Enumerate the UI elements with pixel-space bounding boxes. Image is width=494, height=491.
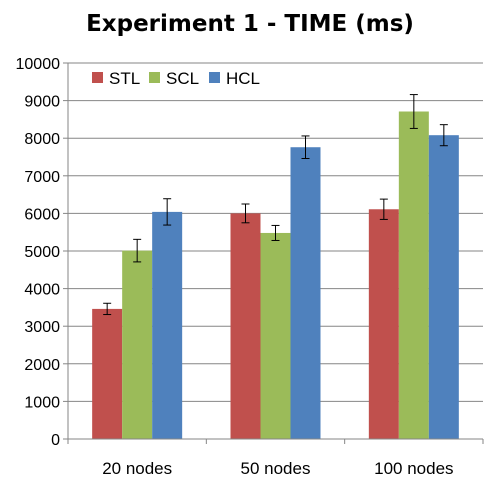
bar-scl-2 <box>260 232 291 439</box>
chart-title: Experiment 1 - TIME (ms) <box>86 11 414 37</box>
legend-label-stl: STL <box>109 69 140 88</box>
y-tick-label: 10000 <box>16 56 61 73</box>
bar-stl-2 <box>230 213 261 439</box>
y-tick-label: 5000 <box>24 244 60 261</box>
y-tick-label: 0 <box>51 432 60 449</box>
bar-scl-3 <box>398 111 429 439</box>
y-tick-label: 3000 <box>24 319 60 336</box>
legend-swatch-scl <box>149 72 160 83</box>
legend-swatch-stl <box>92 72 103 83</box>
y-tick-label: 9000 <box>24 94 60 111</box>
bar-stl-3 <box>368 209 399 439</box>
bar-hcl-1 <box>152 211 183 439</box>
x-category-label: 100 nodes <box>374 459 453 478</box>
y-tick-label: 1000 <box>24 394 60 411</box>
bars <box>92 94 459 439</box>
y-tick-label: 2000 <box>24 357 60 374</box>
y-tick-label: 4000 <box>24 282 60 299</box>
x-category-label: 50 nodes <box>241 459 311 478</box>
y-tick-label: 6000 <box>24 206 60 223</box>
bar-hcl-2 <box>290 147 321 439</box>
bar-stl-1 <box>92 308 123 439</box>
y-tick-label: 8000 <box>24 131 60 148</box>
legend-label-scl: SCL <box>166 69 199 88</box>
bar-scl-1 <box>122 250 153 439</box>
bar-hcl-3 <box>428 135 459 439</box>
legend-swatch-hcl <box>209 72 220 83</box>
legend: STL SCL HCL <box>92 69 260 88</box>
x-category-label: 20 nodes <box>102 459 172 478</box>
legend-label-hcl: HCL <box>226 69 260 88</box>
axes: 0 1000 2000 3000 4000 5000 6000 7000 8000 9000 100… <box>16 56 484 478</box>
y-tick-label: 7000 <box>24 169 60 186</box>
